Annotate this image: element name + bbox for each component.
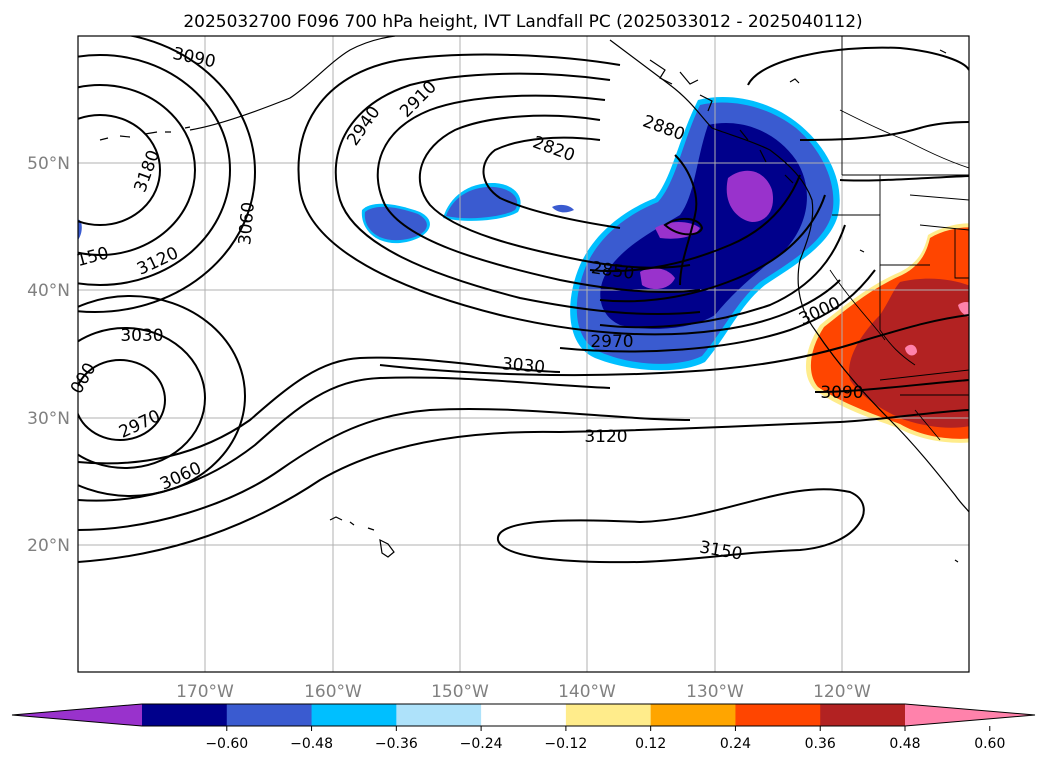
coastlines: [99, 36, 969, 563]
contour-label: 3030: [120, 326, 163, 346]
colorbar-tick-label: −0.48: [290, 736, 333, 752]
colorbar-segment: [820, 704, 906, 726]
map-frame: [77, 35, 970, 673]
lon-label-150w: 150°W: [431, 682, 489, 702]
colorbar-segment: [481, 704, 567, 726]
lon-label-160w: 160°W: [304, 682, 362, 702]
colorbar-segment: [396, 704, 482, 726]
colorbar-tick-label: 0.60: [974, 736, 1005, 752]
contour-label: 3060: [235, 201, 259, 246]
lon-label-120w: 120°W: [813, 682, 871, 702]
colorbar-tick-label: −0.60: [205, 736, 248, 752]
colorbar-extend-max: [905, 704, 1035, 726]
colorbar-tick-label: 0.12: [635, 736, 666, 752]
height-contours: [78, 36, 969, 564]
colorbar-tick-label: −0.36: [375, 736, 418, 752]
contour-label: 3090: [820, 383, 863, 403]
ivt-positive-shading: [805, 223, 969, 443]
lon-labels: 170°W 160°W 150°W 140°W 130°W 120°W: [176, 682, 871, 702]
map-content: [78, 36, 969, 672]
lat-label-40n: 40°N: [27, 281, 70, 301]
colorbar-tick-label: 0.36: [805, 736, 836, 752]
colorbar-segment: [142, 704, 228, 726]
lat-label-30n: 30°N: [27, 409, 70, 429]
colorbar-segment: [311, 704, 397, 726]
political-borders: [829, 36, 969, 441]
lat-label-50n: 50°N: [27, 154, 70, 174]
colorbar-outline: [11, 703, 1036, 727]
contour-label: 3120: [584, 427, 627, 447]
contour-label: 3030: [501, 354, 546, 378]
lon-label-170w: 170°W: [176, 682, 234, 702]
lon-label-130w: 130°W: [686, 682, 744, 702]
colorbar-segment: [565, 704, 652, 726]
colorbar-extend-min: [12, 704, 142, 726]
contour-label: 2970: [590, 332, 633, 352]
colorbar: −0.60 −0.48 −0.36 −0.24 −0.12 0.12 0.24 0.36 0.4…: [11, 703, 1036, 752]
figure-title: 2025032700 F096 700 hPa height, IVT Land…: [183, 12, 862, 32]
colorbar-segment: [650, 704, 736, 726]
colorbar-tick-label: −0.24: [460, 736, 503, 752]
lon-label-140w: 140°W: [558, 682, 616, 702]
colorbar-tick-label: 0.24: [720, 736, 751, 752]
colorbar-segment: [735, 704, 821, 726]
lat-labels: 50°N 40°N 30°N 20°N: [27, 154, 70, 556]
colorbar-tick-label: 0.48: [889, 736, 920, 752]
colorbar-tick-label: −0.12: [544, 736, 587, 752]
lat-label-20n: 20°N: [27, 536, 70, 556]
colorbar-segment: [226, 704, 313, 726]
gridlines: [78, 36, 969, 672]
